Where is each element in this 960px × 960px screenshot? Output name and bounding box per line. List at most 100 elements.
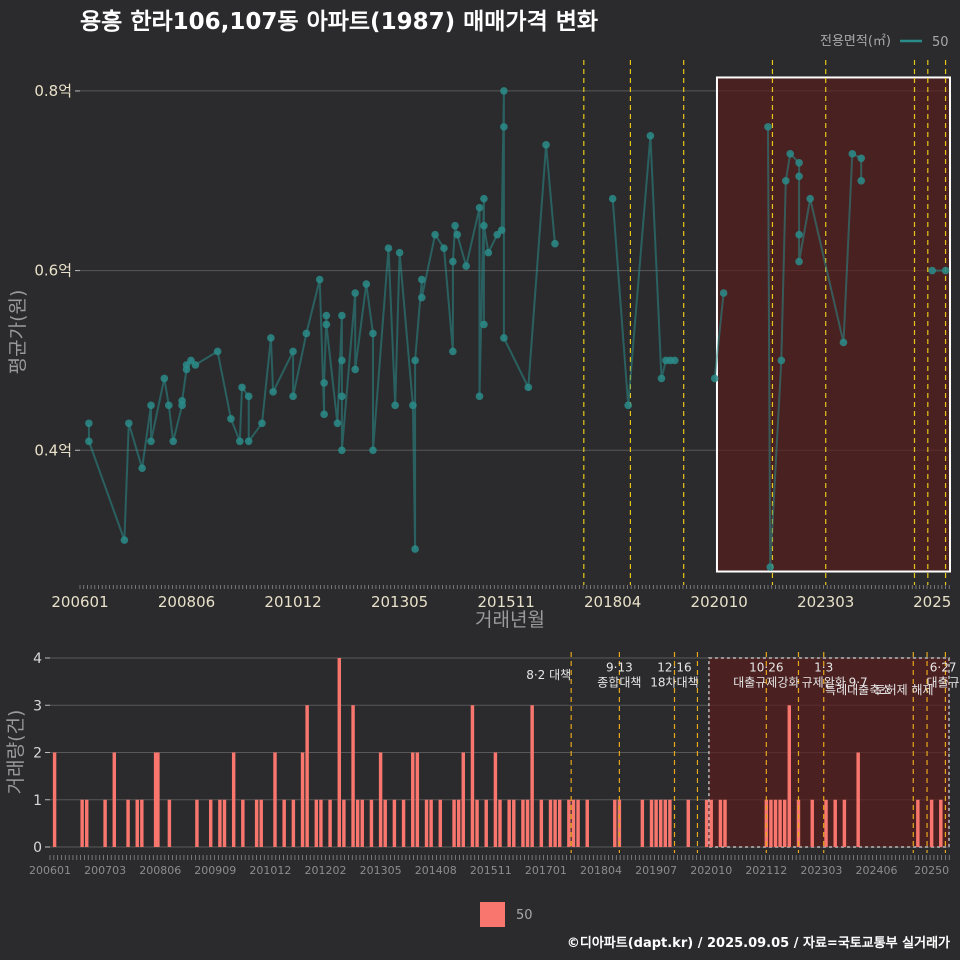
price-point	[369, 446, 377, 455]
volume-x-tick-label: 201804	[580, 864, 622, 877]
price-point	[409, 401, 417, 410]
price-y-tick-label: 0.4억	[34, 441, 72, 459]
price-point	[164, 401, 173, 410]
volume-bar	[80, 799, 84, 847]
volume-bar	[576, 799, 580, 847]
volume-bar	[658, 799, 663, 847]
volume-bar	[649, 799, 654, 847]
volume-event-label: 1·3	[814, 661, 833, 675]
volume-y-axis-title: 거래량(건)	[5, 710, 27, 795]
volume-bar	[241, 799, 245, 847]
price-point	[710, 374, 719, 383]
volume-legend-swatch	[480, 902, 505, 927]
price-point	[267, 334, 275, 342]
volume-bar	[686, 799, 690, 847]
price-point	[453, 230, 462, 239]
price-point	[781, 176, 790, 185]
volume-bar	[709, 799, 713, 847]
volume-bar	[378, 752, 383, 847]
price-series-line	[767, 126, 863, 568]
price-point	[391, 401, 399, 410]
price-point	[362, 280, 371, 288]
price-y-axis: 0.4억 0.6억 0.8억	[34, 82, 80, 459]
volume-bar	[833, 799, 837, 847]
price-point	[169, 437, 178, 446]
price-highlight-region	[715, 76, 952, 573]
volume-x-tick-label: 201202	[305, 864, 347, 877]
volume-bar	[525, 799, 530, 847]
volume-bar	[654, 799, 658, 847]
price-point	[766, 563, 775, 571]
volume-event-label: 9·7	[849, 676, 868, 690]
price-point	[322, 311, 331, 320]
price-point	[244, 437, 253, 446]
volume-bar	[567, 799, 571, 847]
volume-bar	[112, 752, 117, 847]
price-point	[85, 419, 93, 428]
price-point	[857, 154, 866, 163]
volume-bar	[787, 705, 792, 847]
price-series	[85, 87, 950, 571]
volume-bar	[103, 799, 107, 847]
price-x-tick-label: 201511	[477, 593, 534, 611]
volume-bar	[383, 799, 387, 847]
price-point	[320, 410, 328, 419]
price-point	[542, 141, 550, 149]
price-point	[417, 293, 426, 302]
volume-bar	[208, 799, 213, 847]
price-point	[719, 289, 728, 297]
volume-event-label: 12·16	[657, 661, 691, 675]
volume-event-lines	[570, 652, 947, 853]
volume-bar	[411, 752, 415, 847]
volume-x-tick-label: 200601	[29, 864, 71, 877]
price-point	[839, 338, 848, 347]
volume-bar	[273, 752, 277, 847]
volume-x-tick-label: 201701	[525, 864, 567, 877]
price-point	[524, 383, 533, 392]
volume-bar	[475, 799, 479, 847]
price-point	[941, 266, 950, 275]
volume-bar	[135, 799, 139, 847]
volume-bar	[856, 752, 860, 847]
price-point	[670, 356, 679, 365]
volume-bar	[291, 799, 296, 847]
price-point	[85, 437, 93, 446]
footer-credit: ©디아파트(dapt.kr) / 2025.09.05 / 자료=국토교통부 실…	[567, 935, 950, 951]
volume-bar	[314, 799, 319, 847]
volume-bar	[640, 799, 645, 847]
volume-bar	[222, 799, 227, 847]
volume-bar	[668, 799, 672, 847]
volume-bar	[52, 752, 57, 847]
price-point	[411, 356, 419, 365]
price-point	[500, 123, 508, 131]
volume-bar	[493, 752, 498, 847]
volume-bar	[810, 799, 814, 847]
price-point	[338, 446, 346, 455]
volume-bar	[484, 799, 488, 847]
price-x-tick-label: 201305	[371, 593, 428, 611]
price-x-tick-label: 201012	[264, 593, 321, 611]
price-x-tick-label: 2025	[913, 593, 951, 611]
price-point	[795, 172, 803, 181]
volume-x-tick-label: 200806	[139, 864, 181, 877]
volume-bar	[507, 799, 511, 847]
price-point	[848, 150, 857, 158]
price-point	[147, 401, 155, 410]
volume-bar	[470, 705, 475, 847]
price-point	[500, 87, 508, 95]
price-point	[120, 536, 129, 544]
price-point	[795, 158, 803, 167]
volume-x-tick-label: 200909	[194, 864, 236, 877]
volume-event-label: 규제완화	[802, 676, 846, 690]
volume-x-axis: 200601 200703 200806 200909 201012 201202 2013…	[29, 855, 950, 877]
volume-bar	[85, 799, 89, 847]
volume-y-axis: 0 1 2 3 4	[33, 651, 50, 856]
price-point	[449, 347, 457, 356]
volume-bar	[553, 799, 557, 847]
volume-bar	[512, 799, 516, 847]
price-y-tick-label: 0.6억	[34, 262, 72, 280]
volume-event-label: 특례대출축소	[825, 683, 891, 697]
price-point	[235, 437, 244, 446]
volume-bar	[929, 799, 934, 847]
price-x-axis-title: 거래년월	[475, 609, 545, 631]
